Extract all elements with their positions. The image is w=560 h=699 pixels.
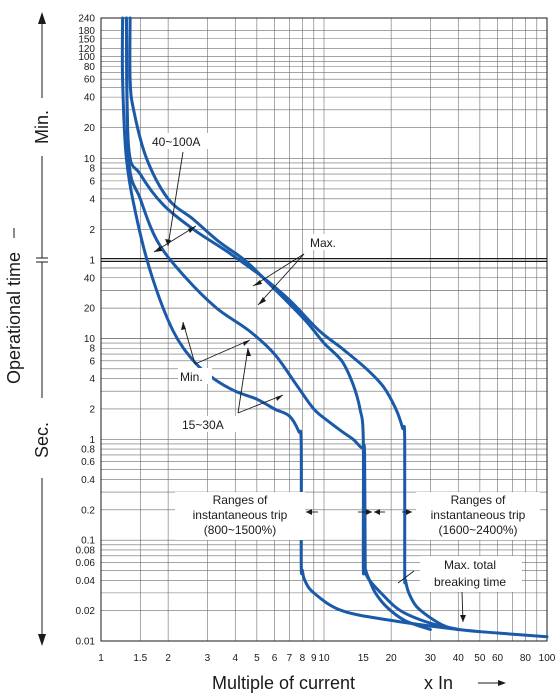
y-tick-label: 0.4	[81, 475, 95, 486]
x-tick-label: 50	[474, 653, 486, 664]
x-tick-label: 6	[272, 653, 278, 664]
y-tick-label: 40	[84, 93, 96, 104]
arrow-heads	[154, 226, 466, 622]
label-15-30a: 15~30A	[182, 418, 224, 432]
x-tick-label: 3	[205, 653, 211, 664]
trip-curve-3	[124, 16, 432, 631]
y-tick-label: 120	[78, 44, 95, 55]
x-tick-label: 7	[287, 653, 293, 664]
y-tick-label: 6	[89, 176, 95, 187]
x-tick-label: 1.5	[133, 653, 147, 664]
y-tick-labels: 2401801501201008060402010864214020108642…	[76, 14, 96, 648]
x-tick-label: 40	[453, 653, 465, 664]
trip-curve-4	[124, 16, 460, 631]
x-tick-label: 8	[300, 653, 306, 664]
y-tick-label: 150	[78, 34, 95, 45]
y-tick-label: 0.06	[76, 558, 96, 569]
x-tick-label: 60	[492, 653, 504, 664]
grid	[100, 17, 548, 642]
y-tick-label: 6	[89, 356, 95, 367]
y-tick-label: 2	[89, 225, 95, 236]
inst-trip-2-line1: Ranges of	[451, 493, 506, 507]
y-tick-label: 10	[84, 334, 96, 345]
inst-trip-2-line2: instantaneous trip	[431, 508, 526, 522]
x-tick-label: 5	[254, 653, 260, 664]
curves	[120, 16, 549, 639]
y-tick-label: 1	[89, 435, 95, 446]
x-axis-unit: x In	[424, 673, 453, 693]
y-tick-label: 2	[89, 404, 95, 415]
y-tick-label: 4	[89, 374, 95, 385]
break-line1: Max. total	[444, 558, 496, 572]
y-tick-label: 180	[78, 26, 95, 37]
y-tick-label: 8	[89, 164, 95, 175]
x-tick-label: 100	[539, 653, 556, 664]
inst-trip-2-line3: (1600~2400%)	[438, 523, 517, 537]
x-tick-label: 80	[520, 653, 532, 664]
x-unit-arrow	[478, 680, 506, 686]
plot-frame	[100, 17, 548, 642]
y-tick-label: 40	[84, 273, 96, 284]
y-tick-label: 80	[84, 62, 96, 73]
x-tick-label: 10	[318, 653, 330, 664]
x-tick-label: 4	[232, 653, 238, 664]
y-unit-sec: Sec.	[32, 422, 52, 458]
x-tick-label: 9	[311, 653, 317, 664]
y-tick-label: 20	[84, 304, 96, 315]
label-40-100a: 40~100A	[152, 135, 200, 149]
y-axis-arrowheads	[38, 12, 46, 646]
y-tick-label: 20	[84, 123, 96, 134]
annotation-backgrounds	[150, 133, 540, 592]
y-tick-label: 0.08	[76, 545, 96, 556]
trip-curve-1	[120, 16, 549, 639]
y-tick-label: 0.01	[76, 637, 96, 648]
y-tick-label: 100	[78, 52, 95, 63]
break-line2: breaking time	[434, 575, 506, 589]
x-axis-title: Multiple of current	[212, 673, 355, 693]
y-tick-label: 60	[84, 75, 96, 86]
inst-trip-1-line1: Ranges of	[213, 493, 268, 507]
y-axis-decoration	[36, 20, 48, 640]
label-max: Max.	[310, 236, 336, 250]
x-tick-labels: 1 1.5 2 3 4 5 6 7 8 9 10 15 20 30 40 50 60 80 100	[98, 653, 556, 664]
y-tick-label: 240	[78, 14, 95, 25]
y-tick-label: 0.02	[76, 606, 96, 617]
x-tick-label: 15	[358, 653, 370, 664]
y-tick-label: 0.8	[81, 445, 95, 456]
x-tick-label: 30	[425, 653, 437, 664]
y-tick-label: 8	[89, 344, 95, 355]
label-min: Min.	[180, 370, 203, 384]
y-tick-label: 4	[89, 194, 95, 205]
inst-trip-1-line3: (800~1500%)	[204, 523, 276, 537]
x-tick-label: 2	[165, 653, 171, 664]
y-tick-label: 0.2	[81, 505, 95, 516]
x-tick-label: 20	[386, 653, 398, 664]
annotation-arrows	[153, 151, 464, 623]
y-tick-label: 0.1	[81, 536, 95, 547]
y-tick-label: 0.04	[76, 576, 96, 587]
y-tick-label: 1	[89, 256, 95, 267]
plot-border	[100, 17, 548, 642]
x-tick-label: 1	[98, 653, 104, 664]
y-tick-label: 0.6	[81, 457, 95, 468]
y-unit-min: Min.	[32, 110, 52, 144]
y-tick-label: 10	[84, 154, 96, 165]
inst-trip-1-line2: instantaneous trip	[193, 508, 288, 522]
y-axis-title: Operational time	[4, 252, 24, 384]
